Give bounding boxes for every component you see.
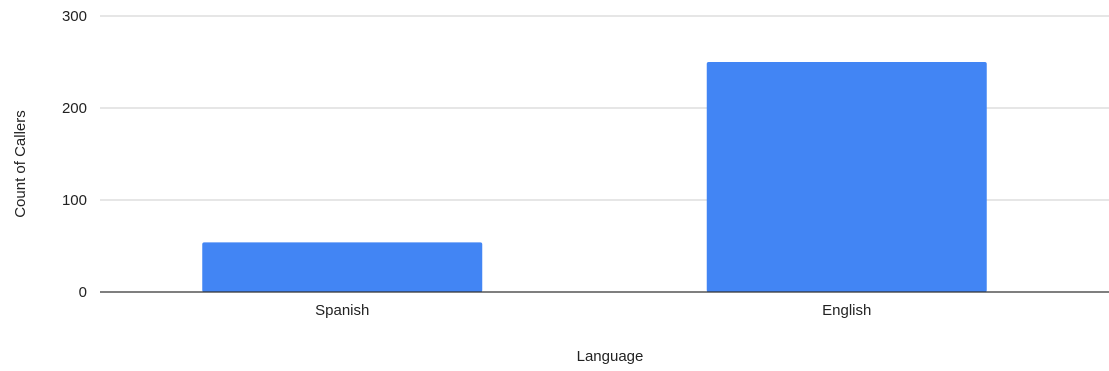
- y-tick-label: 100: [62, 192, 87, 209]
- x-axis-title: Language: [577, 348, 644, 365]
- x-tick-label: English: [822, 302, 871, 319]
- bars: [202, 62, 987, 292]
- y-tick-label: 200: [62, 100, 87, 117]
- y-tick-label: 0: [79, 284, 87, 301]
- bar-spanish: [202, 242, 483, 292]
- y-tick-label: 300: [62, 8, 87, 25]
- x-axis-ticks: Spanish English: [315, 302, 871, 319]
- bar-english: [706, 62, 987, 292]
- y-axis-title: Count of Callers: [12, 110, 29, 218]
- x-tick-label: Spanish: [315, 302, 369, 319]
- y-axis-ticks: 0 100 200 300: [62, 8, 87, 301]
